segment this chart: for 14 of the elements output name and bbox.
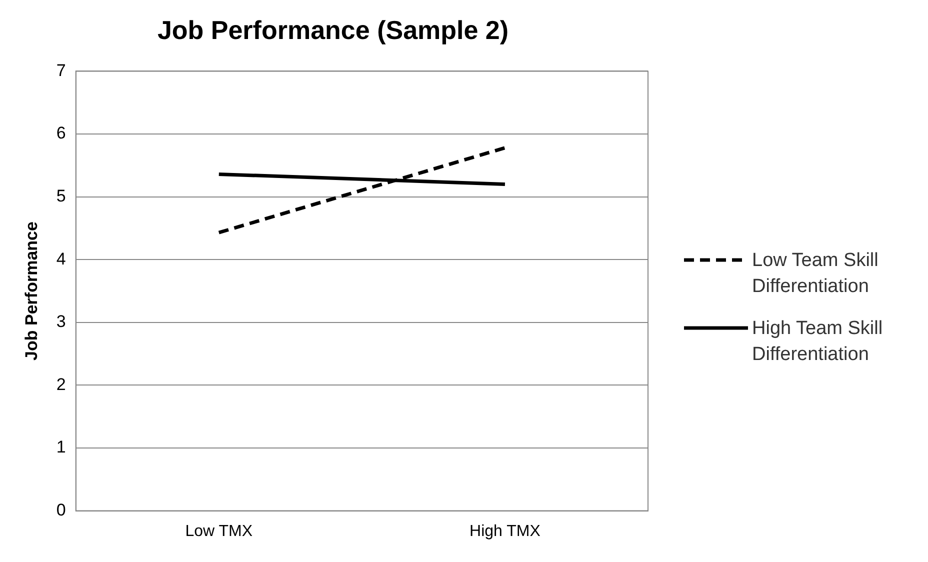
x-tick-label: High TMX [470,522,541,540]
y-axis-title: Job Performance [22,222,41,360]
y-tick-label: 6 [56,124,66,143]
x-tick-label: Low TMX [185,522,253,540]
y-tick-label: 0 [56,500,66,520]
y-tick-label: 7 [56,60,66,80]
y-tick-label: 2 [56,374,66,394]
y-tick-label: 5 [56,186,66,206]
y-tick-label: 4 [56,249,66,268]
chart-title: Job Performance (Sample 2) [157,14,509,45]
legend-label: Low Team Skill Differentiation [752,249,880,299]
y-tick-label: 3 [56,312,66,332]
y-tick-label: 1 [56,438,66,457]
legend-label: High Team Skill Differentiation [752,317,884,367]
